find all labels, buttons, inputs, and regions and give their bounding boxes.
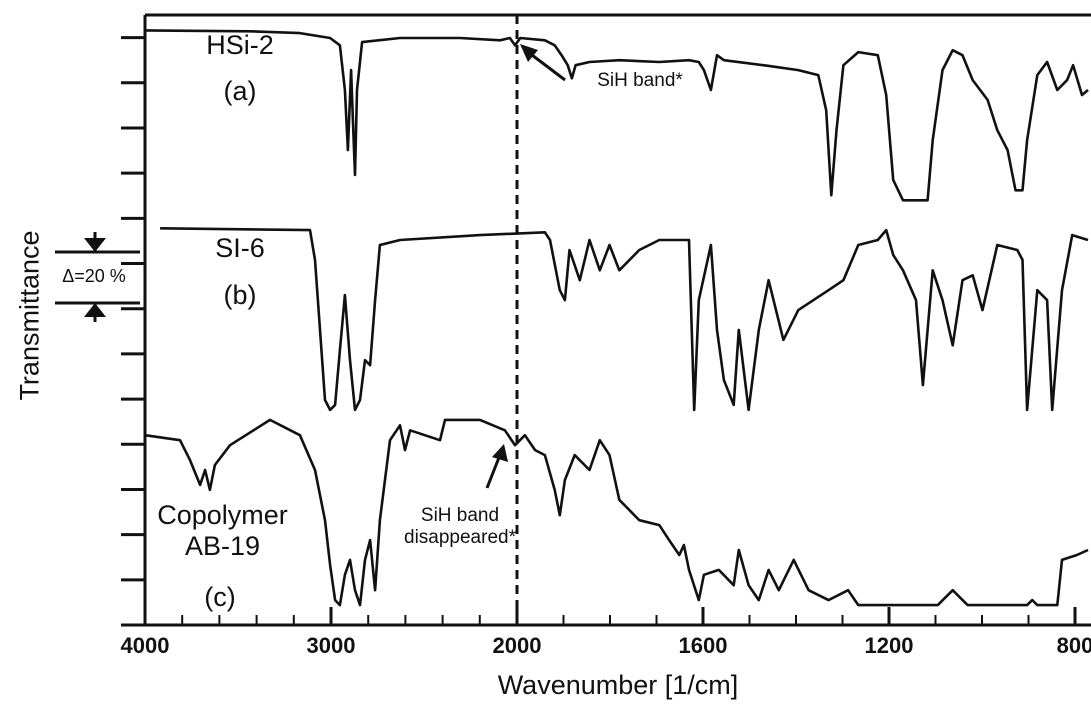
spectrum-line <box>144 418 1089 607</box>
annotation: SiH band* <box>597 70 683 91</box>
x-tick-label: 1200 <box>865 633 914 658</box>
x-tick-label: 1600 <box>679 633 728 658</box>
series-tag: (b) <box>223 280 257 310</box>
series-label: SI-6 <box>215 233 265 263</box>
scale-bar <box>55 232 140 322</box>
spectrum-line <box>160 227 1089 412</box>
series-label: Copolymer AB-19 <box>157 500 288 562</box>
x-axis-title: Wavenumber [1/cm] <box>497 670 739 700</box>
annotation-arrows <box>485 44 566 489</box>
series-tag: (a) <box>223 76 257 106</box>
spectrum-line <box>144 29 1089 202</box>
x-tick-label: 4000 <box>121 633 170 658</box>
x-tick-label: 2000 <box>493 633 542 658</box>
annotation: SiH band disappeared* <box>404 505 516 548</box>
x-tick-label: 3000 <box>307 633 356 658</box>
x-tick-label: 800 <box>1057 633 1091 658</box>
y-axis-title: Transmittance <box>14 230 45 401</box>
series-label: HSi-2 <box>206 30 274 60</box>
series-tag: (c) <box>204 582 236 612</box>
scale-bar-label: Δ=20 % <box>62 266 126 286</box>
